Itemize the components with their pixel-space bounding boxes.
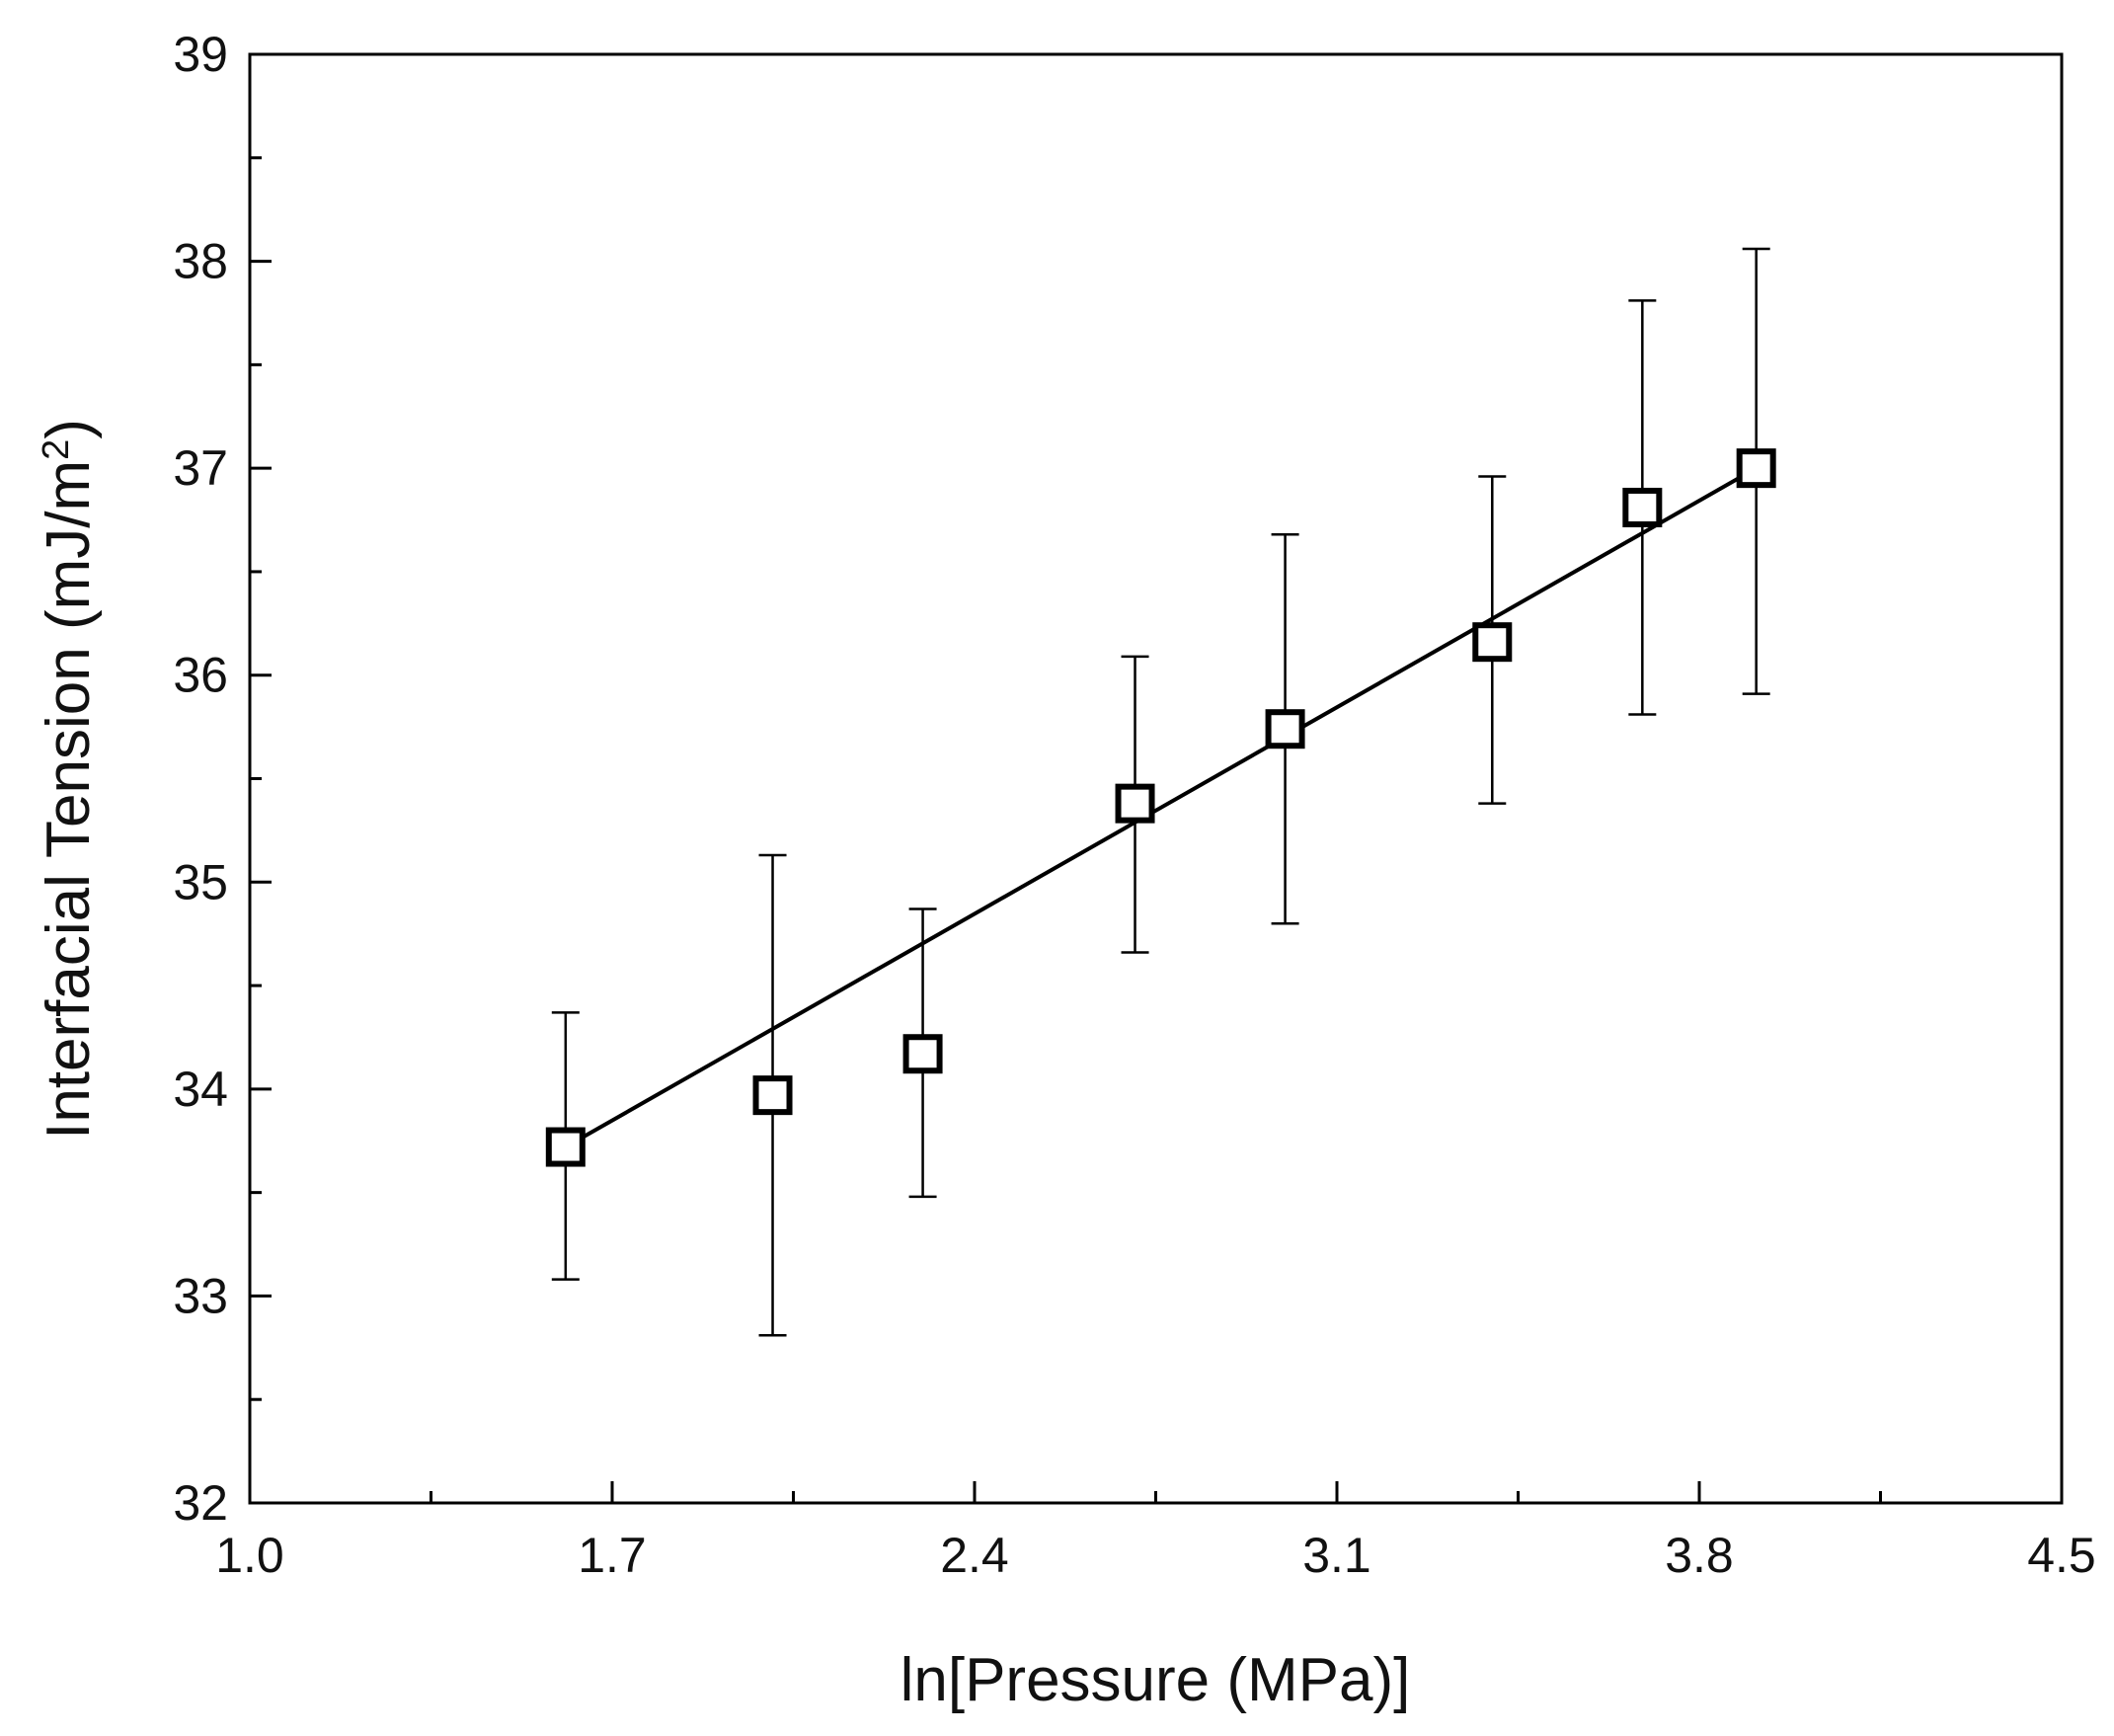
data-point-marker <box>1622 487 1663 527</box>
y-axis-title-main: Interfacial Tension (mJ/m <box>35 460 103 1140</box>
y-tick-label: 33 <box>173 1268 228 1323</box>
ticks-layer: 1.0 1.7 2.4 3.1 3.8 4.5 32 33 34 35 36 37 38 39 <box>173 27 2095 1583</box>
data-point-marker <box>1736 448 1776 489</box>
x-tick-label: 3.1 <box>1302 1528 1371 1583</box>
y-axis-title: Interfacial Tension (mJ/m2) <box>35 419 103 1140</box>
y-tick-label: 38 <box>173 234 228 289</box>
data-point-marker <box>752 1075 793 1116</box>
data-point-marker <box>1472 622 1513 663</box>
plot-frame <box>248 52 2064 1505</box>
marker-layer <box>545 448 1776 1167</box>
x-tick-label: 1.0 <box>215 1528 284 1583</box>
y-axis-title-end: ) <box>35 419 103 439</box>
data-point-marker <box>545 1127 586 1167</box>
y-tick-label: 37 <box>173 440 228 496</box>
y-tick-label: 32 <box>173 1475 228 1531</box>
x-axis-title: ln[Pressure (MPa)] <box>900 1646 1411 1714</box>
y-tick-label: 36 <box>173 648 228 703</box>
y-tick-label: 35 <box>173 854 228 909</box>
fit-line <box>564 466 1758 1149</box>
data-point-marker <box>1265 709 1305 750</box>
x-tick-label: 4.5 <box>2027 1528 2096 1583</box>
data-point-marker <box>1115 783 1155 824</box>
errorbar-layer <box>551 247 1770 1337</box>
y-axis-title-sup: 2 <box>36 439 77 460</box>
x-tick-label: 3.8 <box>1665 1528 1734 1583</box>
y-tick-label: 34 <box>173 1062 228 1117</box>
y-tick-label: 39 <box>173 27 228 82</box>
x-tick-label: 1.7 <box>578 1528 647 1583</box>
data-point-marker <box>902 1034 943 1074</box>
x-tick-label: 2.4 <box>940 1528 1009 1583</box>
